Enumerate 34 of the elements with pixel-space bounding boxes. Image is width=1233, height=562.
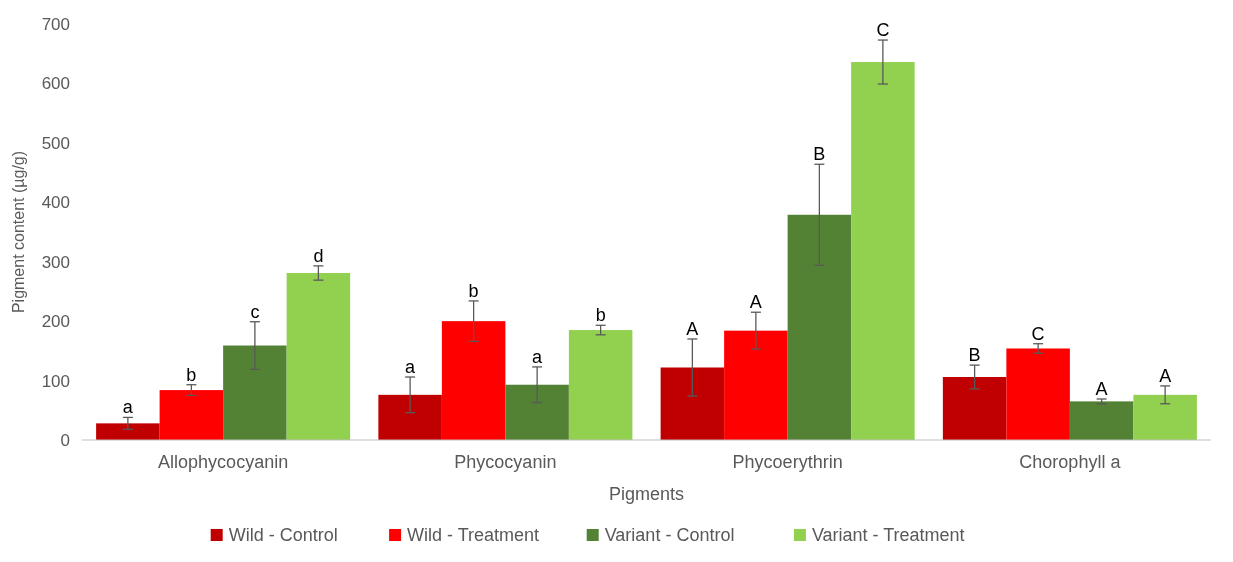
- data-label: b: [468, 280, 479, 301]
- y-tick-label: 600: [41, 74, 70, 94]
- data-label: A: [749, 292, 762, 313]
- y-tick-label: 700: [41, 14, 70, 34]
- x-tick-label: Chorophyll a: [1019, 452, 1122, 472]
- data-label: b: [186, 364, 197, 385]
- data-label: b: [595, 305, 606, 326]
- x-tick-label: Allophycocyanin: [158, 452, 289, 472]
- legend-label: Variant - Control: [604, 525, 735, 546]
- data-label: a: [405, 357, 417, 378]
- data-label: A: [1095, 378, 1108, 399]
- y-tick-label: 300: [41, 252, 70, 272]
- y-tick-label: 100: [41, 371, 70, 391]
- data-label: B: [813, 144, 826, 165]
- data-label: A: [686, 318, 699, 339]
- data-label: c: [250, 301, 260, 322]
- y-tick-label: 0: [60, 430, 70, 450]
- data-label: a: [122, 397, 134, 418]
- y-tick-label: 500: [41, 133, 70, 153]
- x-tick-label: Phycocyanin: [454, 452, 557, 472]
- legend-label: Wild - Treatment: [407, 525, 540, 546]
- legend-label: Wild - Control: [228, 525, 338, 546]
- x-axis-title: Pigments: [608, 484, 685, 504]
- data-label: d: [313, 245, 324, 266]
- data-label: A: [1159, 365, 1172, 386]
- data-label: a: [532, 346, 544, 367]
- y-tick-label: 200: [41, 312, 70, 332]
- y-axis-title: Pigment content (µg/g): [10, 150, 27, 314]
- data-label: C: [1031, 323, 1045, 344]
- y-tick-label: 400: [41, 193, 70, 213]
- data-label: C: [876, 20, 890, 41]
- x-tick-label: Phycoerythrin: [732, 452, 843, 472]
- legend-label: Variant - Treatment: [811, 525, 965, 546]
- data-label: B: [968, 345, 981, 366]
